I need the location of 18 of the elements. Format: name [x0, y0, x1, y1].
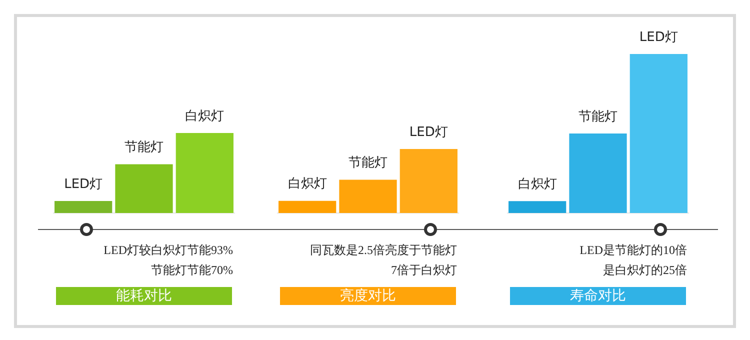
text: 同瓦数是2.5倍亮度于节能灯	[309, 242, 457, 259]
text: LED是节能灯的10倍	[578, 242, 687, 259]
x-tick-label: LED灯	[639, 30, 678, 45]
x-tick-label: 白炽灯	[185, 108, 224, 124]
text: 寿命对比	[510, 287, 686, 305]
x-tick-label: 节能灯	[348, 156, 388, 171]
text: 亮度对比	[280, 287, 456, 305]
x-tick-label: 白炽灯	[518, 176, 557, 192]
x-tick-label: 节能灯	[124, 140, 164, 156]
x-tick-label: 节能灯	[578, 109, 618, 124]
text: 是白炽灯的25倍	[602, 262, 687, 279]
text: 7倍于白炽灯	[390, 262, 457, 279]
text: 节能灯节能70%	[150, 262, 233, 279]
x-tick-label: LED灯	[64, 176, 103, 192]
text: 能耗对比	[56, 287, 232, 305]
text: LED灯较白炽灯节能93%	[102, 242, 233, 259]
x-tick-label: LED灯	[409, 124, 448, 140]
x-tick-label: 白炽灯	[288, 176, 327, 192]
